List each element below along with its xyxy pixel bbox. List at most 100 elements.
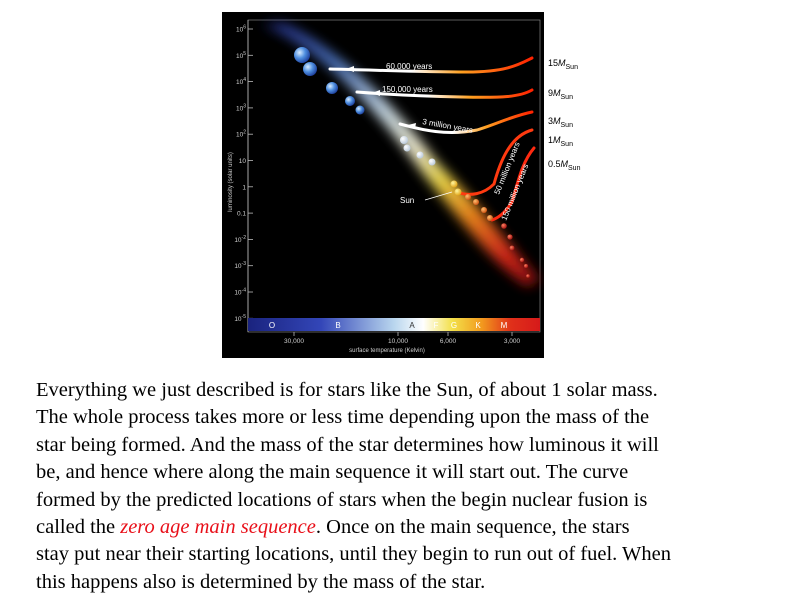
y-tick-base: 10: [236, 27, 244, 34]
mass-value: 15: [548, 58, 559, 68]
track-label-60000-years: 60,000 years: [386, 62, 432, 71]
mass-symbol: M: [553, 88, 561, 98]
caption-paragraph: Everything we just described is for star…: [36, 377, 788, 596]
main-sequence-stars: [294, 47, 530, 278]
y-tick-base: 10: [236, 105, 244, 112]
y-tick-base: 0.1: [237, 211, 246, 218]
star-blue-1: [294, 47, 310, 63]
mass-value: 0.5: [548, 159, 561, 169]
sun-label: Sun: [400, 196, 414, 205]
x-tick-label: 6,000: [440, 338, 457, 345]
caption-line-5: formed by the predicted locations of sta…: [36, 488, 648, 511]
arrowhead-3: [408, 123, 416, 129]
caption-line-2: The whole process takes more or less tim…: [36, 406, 650, 429]
spectral-class-label: O: [269, 321, 275, 330]
y-tick-base: 10: [234, 263, 242, 270]
mass-subscript: Sun: [560, 122, 573, 129]
caption-line-3: star being formed. And the mass of the s…: [36, 433, 659, 456]
caption-line-7: stay put near their starting locations, …: [36, 543, 671, 566]
mass-value: 1: [548, 135, 554, 145]
y-tick-base: 10: [236, 132, 244, 139]
star-white-2: [403, 144, 411, 152]
spectral-class-bar: [248, 318, 540, 331]
star-blue-2: [303, 62, 317, 76]
mass-subscript: Sun: [560, 141, 573, 148]
star-red-1: [501, 223, 507, 229]
star-red-2: [507, 234, 513, 240]
spectral-class-label: F: [434, 321, 439, 330]
y-tick-exponent: -3: [242, 261, 247, 267]
mass-symbol: M: [553, 116, 561, 126]
x-axis-label: surface temperature (Kelvin): [349, 348, 425, 354]
spectral-class-label: G: [451, 321, 457, 330]
y-tick-exponent: -2: [242, 235, 247, 241]
star-white-3: [416, 151, 424, 159]
mass-label: 0.5MSun: [548, 159, 580, 172]
y-tick-label: 10-2: [234, 235, 246, 244]
star-orange-4: [487, 215, 493, 221]
arrowhead-2: [372, 90, 380, 96]
mass-value: 3: [548, 116, 554, 126]
mass-label: 1MSun: [548, 135, 573, 148]
mass-subscript: Sun: [568, 165, 581, 172]
y-tick-label: 10-4: [234, 288, 246, 297]
sun-pointer-line: [424, 191, 453, 201]
y-tick-base: 10: [234, 237, 242, 244]
caption-line-4: be, and hence where along the main seque…: [36, 461, 629, 484]
star-blue-4: [345, 96, 355, 106]
caption-line-8: this happens also is determined by the m…: [36, 570, 486, 593]
y-tick-label: 104: [236, 77, 246, 86]
mass-label: 9MSun: [548, 88, 573, 101]
star-yellow-1: [450, 180, 458, 188]
caption-line-6-end: . Once on the main sequence, the stars: [315, 516, 630, 539]
mass-symbol: M: [560, 159, 569, 169]
y-tick-label: 106: [236, 25, 246, 34]
track-arrowheads: [346, 66, 416, 129]
spectral-class-label: M: [501, 321, 508, 330]
zero-age-main-sequence-term: zero age main sequence: [120, 516, 316, 539]
star-blue-5: [355, 105, 365, 115]
y-tick-base: 1: [242, 184, 246, 191]
y-tick-label: 102: [236, 130, 246, 139]
star-white-4: [428, 158, 436, 166]
y-tick-base: 10: [234, 290, 242, 297]
star-orange-3: [481, 207, 487, 213]
y-tick-exponent: 5: [243, 51, 246, 57]
mass-subscript: Sun: [560, 94, 573, 101]
main-sequence-band: [262, 24, 540, 287]
arrowhead-1: [346, 66, 354, 72]
y-tick-label: 105: [236, 51, 246, 60]
mass-label: 3MSun: [548, 116, 573, 129]
y-tick-label: 0.1: [237, 211, 246, 218]
spectral-class-label: A: [409, 321, 415, 330]
x-tick-label: 10,000: [388, 338, 408, 345]
star-red-5: [524, 264, 528, 268]
x-tick-label: 3,000: [504, 338, 521, 345]
y-tick-exponent: -4: [242, 288, 247, 294]
spectral-class-label: B: [335, 321, 340, 330]
mass-labels: 15MSun 9MSun 3MSun 1MSun 0.5MSun: [548, 58, 618, 178]
track-15-msun: [328, 56, 534, 74]
y-axis-label: luminosity (solar units): [228, 152, 234, 212]
mass-subscript: Sun: [565, 64, 578, 71]
mass-symbol: M: [553, 135, 561, 145]
star-blue-3: [326, 82, 338, 94]
y-tick-exponent: 6: [243, 25, 246, 31]
y-tick-base: 10: [236, 79, 244, 86]
caption-line-6-start: called the: [36, 516, 121, 539]
caption-line-6: called the zero age main sequence. Once …: [36, 514, 788, 541]
star-white-1: [400, 136, 408, 144]
caption-line-1: Everything we just described is for star…: [36, 379, 658, 401]
star-red-3: [509, 245, 515, 251]
y-tick-base: 10: [239, 158, 247, 165]
track-label-150000-years: 150,000 years: [382, 85, 433, 94]
mass-label: 15MSun: [548, 58, 578, 71]
star-sun: [454, 188, 462, 196]
y-tick-label: 1: [242, 184, 246, 191]
track-3-msun: [398, 110, 534, 134]
mass-symbol: M: [558, 58, 566, 68]
y-tick-label: 103: [236, 103, 246, 112]
star-orange-1: [465, 194, 471, 200]
